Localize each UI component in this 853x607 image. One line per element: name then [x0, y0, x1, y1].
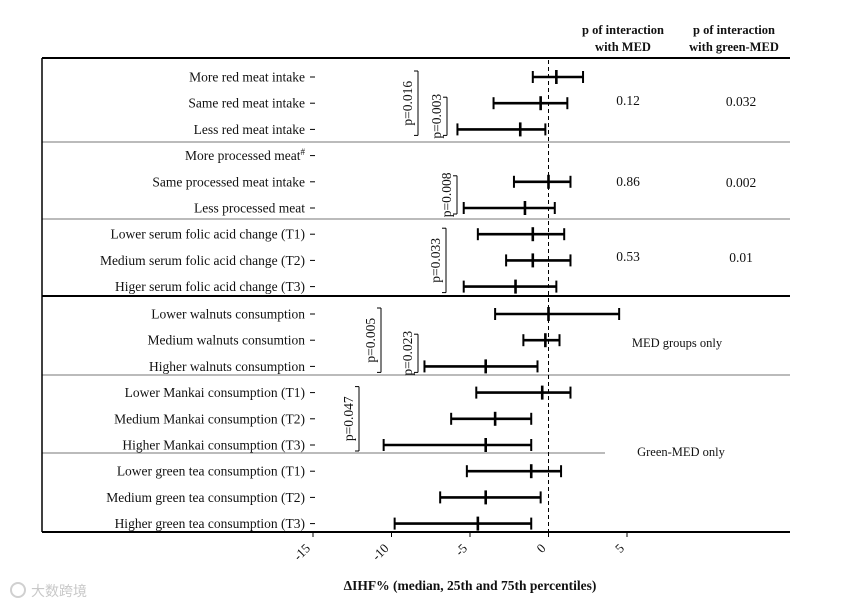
x-tick-label: 0	[533, 541, 548, 556]
x-tick-label: -5	[452, 541, 470, 559]
bracket-p-value: p=0.033	[428, 238, 443, 283]
forest-row: Same red meat intake	[188, 96, 569, 111]
row-label: Lower green tea consumption (T1)	[117, 464, 305, 479]
row-label: Higer serum folic acid change (T3)	[115, 279, 305, 294]
forest-row: Lower serum folic acid change (T1)	[110, 227, 566, 242]
row-label: Higher green tea consumption (T3)	[115, 516, 305, 531]
x-axis-title: ΔIHF% (median, 25th and 75th percentiles…	[344, 578, 597, 593]
forest-row: Medium Mankai consumption (T2)	[114, 411, 533, 426]
forest-row: Medium walnuts consumtion	[148, 333, 561, 348]
forest-row: Less processed meat	[194, 201, 556, 216]
row-label: Higher walnuts consumption	[149, 359, 305, 374]
row-label: Same red meat intake	[188, 96, 305, 111]
row-label: Medium green tea consumption (T2)	[106, 490, 305, 505]
p-value-bracket: p=0.047	[341, 386, 360, 452]
rows: More red meat intake Same red meat intake…	[100, 70, 621, 531]
row-label: Medium walnuts consumtion	[148, 333, 306, 348]
row-label: Lower serum folic acid change (T1)	[110, 227, 305, 242]
row-label: More processed meat#	[185, 147, 305, 163]
forest-row: Medium serum folic acid change (T2)	[100, 253, 572, 268]
header-green-line2: with green-MED	[689, 40, 779, 54]
p-med-processed-meat: 0.86	[616, 174, 640, 189]
p-value-bracket: p=0.005	[363, 307, 382, 373]
header-med-line2: with MED	[595, 40, 651, 54]
forest-row: Lower Mankai consumption (T1)	[125, 385, 572, 400]
header-med-line1: p of interaction	[582, 23, 664, 37]
p-value-bracket: p=0.016	[400, 70, 419, 136]
bracket-p-value: p=0.003	[429, 94, 444, 139]
bracket-p-value: p=0.008	[439, 172, 454, 217]
watermark: 大数跨境	[10, 582, 87, 600]
forest-row: Higher Mankai consumption (T3)	[122, 438, 533, 453]
bracket-p-value: p=0.047	[341, 396, 356, 441]
note-green-only: Green-MED only	[637, 445, 726, 459]
forest-row: Medium green tea consumption (T2)	[106, 490, 542, 505]
bracket-p-value: p=0.005	[363, 318, 378, 363]
bracket-p-value: p=0.016	[400, 81, 415, 126]
row-label: Medium Mankai consumption (T2)	[114, 411, 305, 426]
p-value-bracket: p=0.023	[400, 331, 419, 376]
row-label: Medium serum folic acid change (T2)	[100, 253, 305, 268]
header-green-line1: p of interaction	[693, 23, 775, 37]
row-label: Lower walnuts consumption	[151, 307, 305, 322]
row-label: Lower Mankai consumption (T1)	[125, 385, 305, 400]
forest-row: More processed meat#	[185, 147, 315, 163]
p-green-processed-meat: 0.002	[726, 175, 756, 190]
forest-row: Less red meat intake	[194, 122, 547, 137]
p-value-bracket: p=0.003	[429, 94, 448, 139]
p-med-folic: 0.53	[616, 249, 640, 264]
note-med-only: MED groups only	[632, 336, 723, 350]
p-med-red-meat: 0.12	[616, 93, 640, 108]
forest-row: Lower green tea consumption (T1)	[117, 464, 563, 479]
forest-row: Higer serum folic acid change (T3)	[115, 279, 558, 294]
forest-row: Lower walnuts consumption	[151, 307, 621, 322]
row-label-superscript: #	[301, 147, 306, 157]
forest-row: Higher walnuts consumption	[149, 359, 539, 374]
row-label: More red meat intake	[189, 70, 305, 85]
x-axis: -15 -10 -5 0 5	[290, 60, 628, 564]
p-green-red-meat: 0.032	[726, 94, 756, 109]
row-label: Less processed meat	[194, 201, 305, 216]
row-label: Higher Mankai consumption (T3)	[122, 438, 305, 453]
significance-brackets: p=0.016 p=0.003 p=0.008 p=0.033 p=0.005 p=0.0…	[341, 70, 458, 452]
x-tick-label: -15	[290, 541, 313, 564]
x-tick-label: 5	[612, 541, 627, 556]
forest-row: More red meat intake	[189, 70, 585, 85]
p-green-folic: 0.01	[729, 250, 753, 265]
row-label: Same processed meat intake	[152, 174, 305, 189]
watermark-logo-icon	[10, 582, 26, 598]
row-label: Less red meat intake	[194, 122, 305, 137]
forest-row: Higher green tea consumption (T3)	[115, 516, 533, 531]
p-value-bracket: p=0.033	[428, 227, 447, 294]
p-value-bracket: p=0.008	[439, 172, 458, 217]
watermark-text: 大数跨境	[31, 584, 87, 600]
x-tick-label: -10	[369, 541, 392, 564]
forest-row: Same processed meat intake	[152, 174, 572, 189]
bracket-p-value: p=0.023	[400, 331, 415, 376]
